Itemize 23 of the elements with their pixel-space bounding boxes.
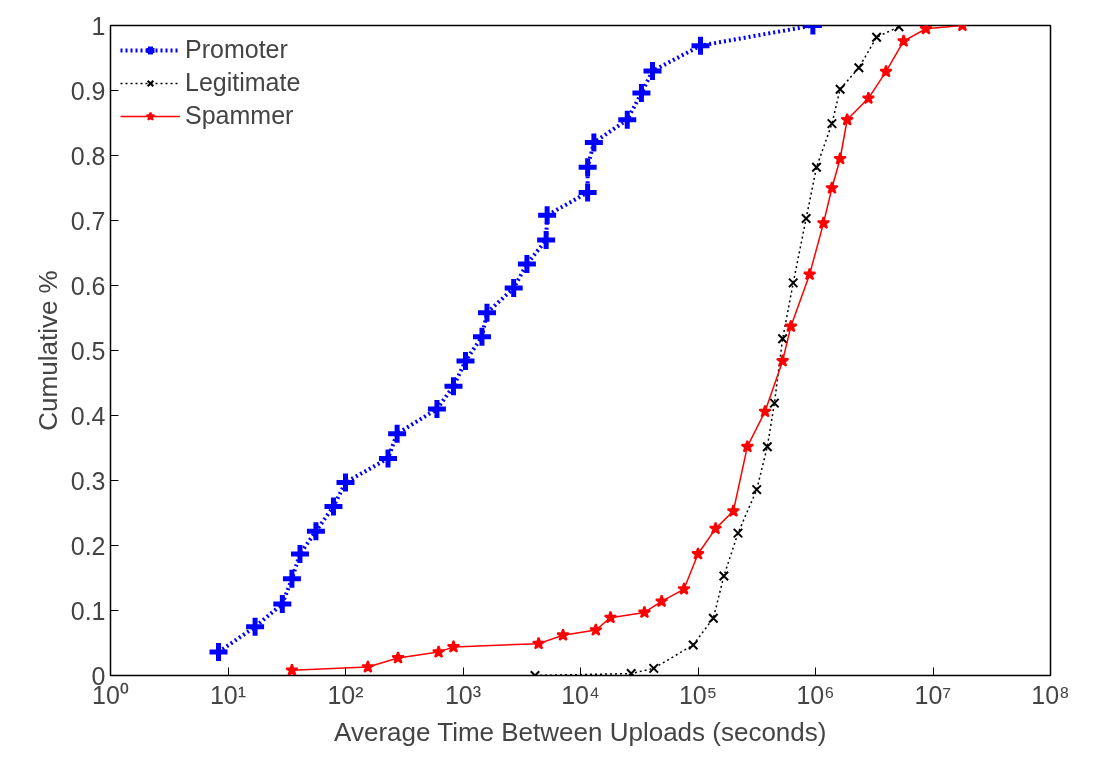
- y-tick-label: 0.8: [70, 141, 106, 170]
- y-tick-label: 0.5: [70, 336, 106, 365]
- legend-label: Promoter: [185, 35, 288, 64]
- y-tick-label: 0.6: [70, 271, 106, 300]
- y-tick-label: 0.9: [70, 76, 106, 105]
- x-tick-label: 10⁶: [796, 680, 835, 709]
- y-tick-label: 0.4: [70, 401, 106, 430]
- y-tick-label: 0.1: [70, 596, 106, 625]
- x-tick-label: 10²: [327, 680, 364, 709]
- y-tick-label: 0.7: [70, 206, 106, 235]
- y-tick-label: 0.2: [70, 531, 106, 560]
- x-tick-label: 10⁵: [678, 680, 718, 709]
- x-tick-label: 10⁴: [561, 680, 600, 709]
- x-tick-label: 10⁸: [1031, 680, 1070, 709]
- y-tick-label: 0.3: [70, 466, 106, 495]
- y-axis-title: Cumulative %: [32, 270, 63, 431]
- y-tick-label: 1: [91, 11, 106, 40]
- legend-label: Spammer: [185, 101, 294, 130]
- legend-label: Legitimate: [185, 68, 301, 97]
- x-tick-label: 10⁷: [914, 680, 952, 709]
- x-tick-label: 10¹: [209, 680, 247, 709]
- x-axis-title: Average Time Between Uploads (seconds): [334, 716, 827, 747]
- x-tick-label: 10³: [444, 680, 482, 709]
